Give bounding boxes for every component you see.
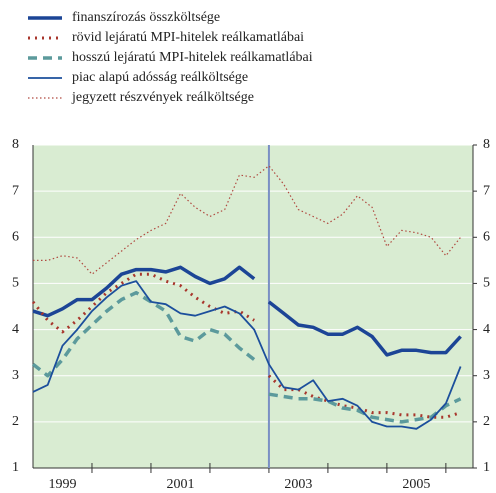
y-tick-label: 2 — [12, 414, 19, 429]
legend-label: jegyzett részvények reálköltsége — [71, 90, 254, 105]
series-line — [32, 280, 462, 430]
legend-label: rövid lejáratú MPI-hitelek reálkamatlába… — [72, 30, 304, 45]
y2-tick-label: 6 — [483, 230, 490, 245]
series-line — [33, 165, 462, 275]
legend-label: piac alapú adósság reálköltsége — [72, 70, 248, 85]
x-tick-label: 2005 — [402, 477, 430, 492]
y-tick-label: 8 — [12, 137, 19, 152]
y2-tick-label: 3 — [483, 368, 490, 383]
y2-tick-label: 5 — [483, 276, 490, 291]
series-line — [31, 272, 462, 419]
x-tick-label: 2003 — [284, 477, 312, 492]
y2-tick-label: 8 — [483, 137, 490, 152]
y-tick-label: 4 — [12, 322, 19, 337]
y2-tick-label: 7 — [483, 183, 490, 198]
y-tick-label: 1 — [12, 460, 19, 475]
x-tick-label: 2001 — [166, 477, 194, 492]
y2-tick-label: 1 — [483, 460, 490, 475]
legend-label: finanszírozás összköltsége — [72, 10, 220, 25]
y-tick-label: 6 — [12, 230, 19, 245]
y-tick-label: 7 — [12, 183, 19, 198]
y2-tick-label: 4 — [483, 322, 490, 337]
x-tick-label: 1999 — [48, 477, 76, 492]
y-tick-label: 5 — [12, 276, 19, 291]
legend-label: hosszú lejáratú MPI-hitelek reálkamatláb… — [72, 50, 313, 65]
y-tick-label: 3 — [12, 368, 19, 383]
y2-tick-label: 2 — [483, 414, 490, 429]
series-line — [32, 265, 462, 357]
